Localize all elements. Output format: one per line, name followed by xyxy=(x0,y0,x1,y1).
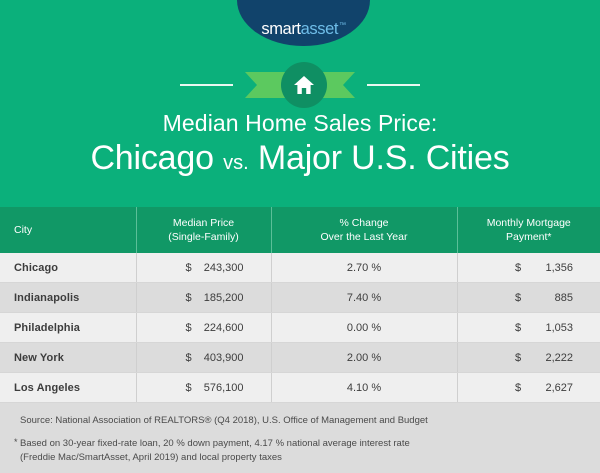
title-block: Median Home Sales Price: Chicago vs. Maj… xyxy=(0,110,600,179)
divider-line-left xyxy=(180,84,233,86)
cell-city: Chicago xyxy=(0,253,137,284)
cell-city: Los Angeles xyxy=(0,372,137,404)
money-value: $2,222 xyxy=(515,352,573,364)
table-row: Indianapolis $185,200 7.40 % $885 xyxy=(0,282,600,314)
footer: Source: National Association of REALTORS… xyxy=(0,403,600,473)
column-header-pct-change-line1: % Change xyxy=(339,217,389,229)
cell-city: Indianapolis xyxy=(0,282,137,314)
column-header-monthly-payment-line1: Monthly Mortgage xyxy=(486,217,571,229)
logo-text-smart: smart xyxy=(261,19,301,38)
money-value: $576,100 xyxy=(186,382,244,394)
amount-value: 2,222 xyxy=(545,351,573,364)
currency-symbol: $ xyxy=(515,261,522,274)
cell-monthly-payment: $1,356 xyxy=(457,253,600,284)
column-header-median-price-line1: Median Price xyxy=(172,217,235,229)
page-title: Chicago vs. Major U.S. Cities xyxy=(0,138,600,179)
cell-median-price: $224,600 xyxy=(136,312,272,344)
page-title-city: Chicago xyxy=(90,139,214,178)
amount-value: 185,200 xyxy=(203,291,244,304)
house-icon xyxy=(293,75,315,95)
table-header: City Median Price (Single-Family) % Chan… xyxy=(0,207,600,254)
cell-monthly-payment: $1,053 xyxy=(457,312,600,344)
cell-monthly-payment: $885 xyxy=(457,282,600,314)
column-header-pct-change-line2: Over the Last Year xyxy=(320,231,408,244)
amount-value: 403,900 xyxy=(203,351,244,364)
money-value: $224,600 xyxy=(186,322,244,334)
currency-symbol: $ xyxy=(185,381,192,394)
currency-symbol: $ xyxy=(515,291,522,304)
table-row: Los Angeles $576,100 4.10 % $2,627 xyxy=(0,372,600,404)
column-header-city: City xyxy=(0,207,137,254)
money-value: $2,627 xyxy=(515,382,573,394)
money-value: $185,200 xyxy=(186,292,244,304)
currency-symbol: $ xyxy=(515,351,522,364)
header-banner: smartasset™ Median Home Sales Price: Chi… xyxy=(0,0,600,207)
footnote: * Based on 30-year fixed-rate loan, 20 %… xyxy=(14,437,586,465)
amount-value: 1,356 xyxy=(545,261,573,274)
ribbon-decoration xyxy=(0,62,600,108)
cell-pct-change: 0.00 % xyxy=(271,312,458,344)
smartasset-logo[interactable]: smartasset™ xyxy=(237,0,370,46)
cell-median-price: $185,200 xyxy=(136,282,272,314)
money-value: $243,300 xyxy=(186,262,244,274)
page-title-rest: Major U.S. Cities xyxy=(257,139,510,178)
column-header-city-line1: City xyxy=(14,224,33,237)
cell-pct-change: 4.10 % xyxy=(271,372,458,404)
money-value: $885 xyxy=(515,292,573,304)
page-subtitle: Median Home Sales Price: xyxy=(162,110,438,136)
source-note: Source: National Association of REALTORS… xyxy=(20,415,428,427)
cell-monthly-payment: $2,627 xyxy=(457,372,600,404)
column-header-pct-change: % Change Over the Last Year xyxy=(271,207,458,254)
amount-value: 224,600 xyxy=(203,321,244,334)
divider-line-right xyxy=(367,84,420,86)
house-icon-badge xyxy=(281,62,327,108)
trademark-icon: ™ xyxy=(339,22,346,29)
column-header-monthly-payment: Monthly Mortgage Payment* xyxy=(457,207,600,254)
currency-symbol: $ xyxy=(185,321,192,334)
money-value: $1,053 xyxy=(515,322,573,334)
footnote-asterisk: * xyxy=(14,437,18,448)
logo-wordmark: smartasset™ xyxy=(261,19,346,38)
cell-city: New York xyxy=(0,342,137,374)
cell-pct-change: 2.70 % xyxy=(271,253,458,284)
cell-median-price: $576,100 xyxy=(136,372,272,404)
table-header-row: City Median Price (Single-Family) % Chan… xyxy=(0,207,600,254)
cell-city: Philadelphia xyxy=(0,312,137,344)
cell-pct-change: 2.00 % xyxy=(271,342,458,374)
table-body: Chicago $243,300 2.70 % $1,356 Indianapo… xyxy=(0,253,600,404)
currency-symbol: $ xyxy=(185,291,192,304)
table-row: Philadelphia $224,600 0.00 % $1,053 xyxy=(0,312,600,344)
currency-symbol: $ xyxy=(185,351,192,364)
footnote-line1: Based on 30-year fixed-rate loan, 20 % d… xyxy=(20,438,410,450)
amount-value: 2,627 xyxy=(545,381,573,394)
table-row: Chicago $243,300 2.70 % $1,356 xyxy=(0,253,600,284)
money-value: $1,356 xyxy=(515,262,573,274)
logo-text-asset: asset xyxy=(300,19,339,38)
column-header-median-price: Median Price (Single-Family) xyxy=(136,207,272,254)
currency-symbol: $ xyxy=(515,321,522,334)
footnote-line2: (Freddie Mac/SmartAsset, April 2019) and… xyxy=(20,451,282,463)
table-row: New York $403,900 2.00 % $2,222 xyxy=(0,342,600,374)
amount-value: 576,100 xyxy=(203,381,244,394)
column-header-monthly-payment-line2: Payment* xyxy=(505,231,552,244)
money-value: $403,900 xyxy=(186,352,244,364)
page-title-vs: vs. xyxy=(223,152,249,175)
cell-pct-change: 7.40 % xyxy=(271,282,458,314)
amount-value: 885 xyxy=(554,291,573,304)
comparison-table: City Median Price (Single-Family) % Chan… xyxy=(0,207,600,404)
currency-symbol: $ xyxy=(185,261,192,274)
column-header-median-price-line2: (Single-Family) xyxy=(168,231,239,244)
currency-symbol: $ xyxy=(515,381,522,394)
cell-median-price: $243,300 xyxy=(136,253,272,284)
cell-monthly-payment: $2,222 xyxy=(457,342,600,374)
amount-value: 243,300 xyxy=(203,261,244,274)
cell-median-price: $403,900 xyxy=(136,342,272,374)
amount-value: 1,053 xyxy=(545,321,573,334)
